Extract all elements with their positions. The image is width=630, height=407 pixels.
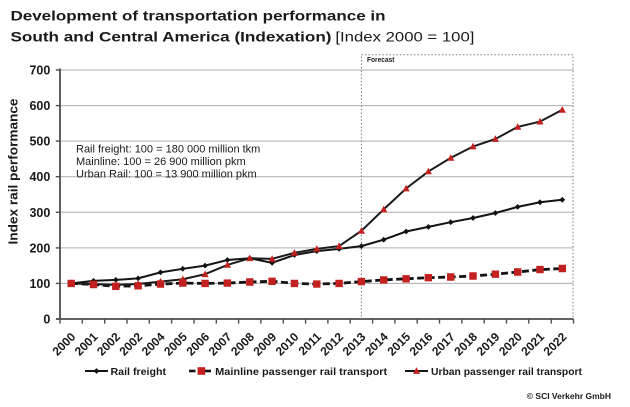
svg-text:200: 200 (29, 241, 50, 255)
svg-text:0: 0 (43, 313, 50, 327)
svg-text:300: 300 (29, 206, 50, 220)
svg-text:Urban Rail: 100 = 13 900 milli: Urban Rail: 100 = 13 900 million pkm (76, 169, 257, 181)
svg-text:Rail freight: Rail freight (111, 366, 167, 378)
svg-text:400: 400 (29, 170, 50, 184)
svg-text:South and Central America (Ind: South and Central America (Indexation) [… (11, 29, 475, 45)
svg-text:Forecast: Forecast (367, 55, 395, 64)
svg-text:© SCI Verkehr GmbH: © SCI Verkehr GmbH (527, 391, 611, 401)
svg-text:600: 600 (29, 99, 50, 113)
svg-text:Index rail performance: Index rail performance (6, 99, 21, 245)
svg-text:Mainline passenger rail transp: Mainline passenger rail transport (215, 366, 388, 378)
svg-text:500: 500 (29, 135, 50, 149)
svg-text:Mainline: 100 = 26 900 million: Mainline: 100 = 26 900 million pkm (76, 156, 246, 168)
svg-text:Development of transportation: Development of transportation performanc… (11, 8, 386, 24)
svg-text:700: 700 (29, 64, 50, 78)
svg-text:100: 100 (29, 277, 50, 291)
svg-text:Rail freight: 100 = 180 000 mi: Rail freight: 100 = 180 000 million tkm (76, 143, 260, 155)
svg-text:Urban passenger rail transport: Urban passenger rail transport (431, 366, 582, 378)
